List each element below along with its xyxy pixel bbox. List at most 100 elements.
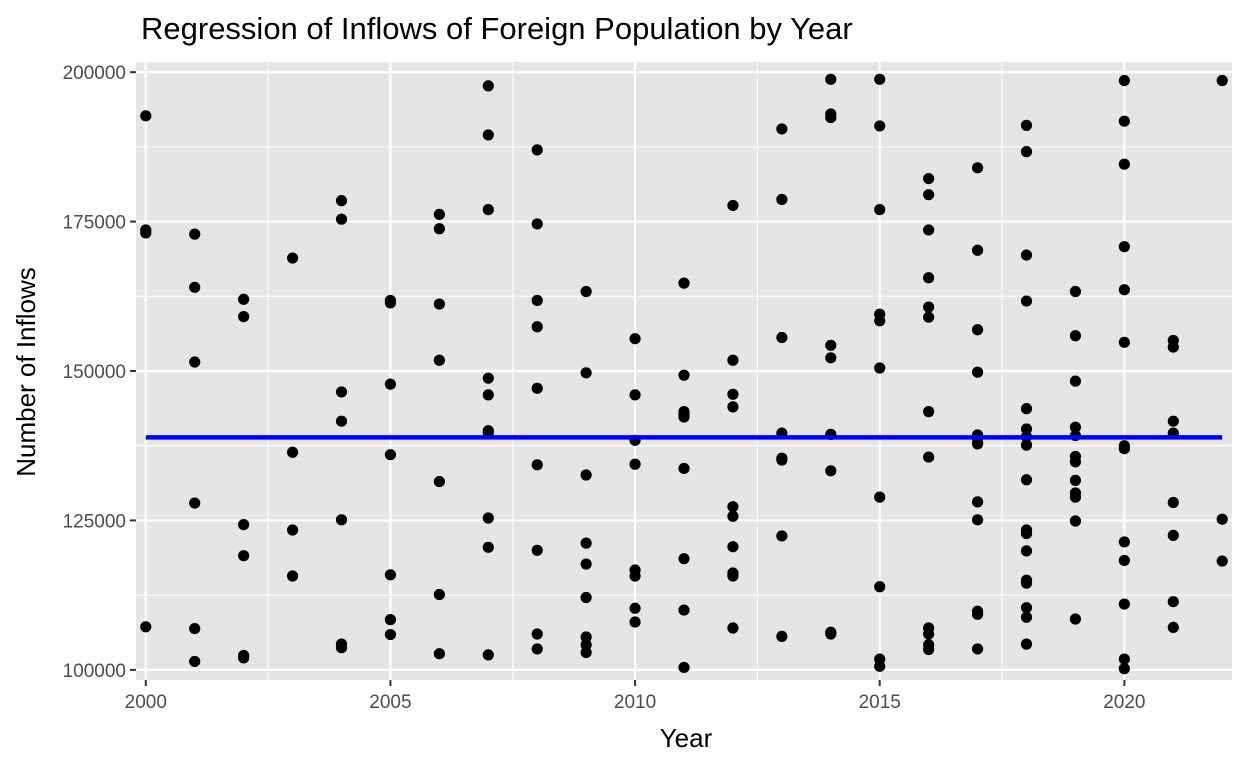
data-point (776, 193, 788, 206)
data-point (923, 224, 935, 236)
data-point (629, 389, 641, 401)
data-point (1216, 74, 1228, 87)
data-point (482, 649, 494, 661)
data-point (580, 469, 592, 481)
data-point (874, 660, 886, 672)
data-point (1118, 443, 1130, 455)
data-point (1069, 421, 1082, 433)
x-tick-label: 2005 (369, 692, 411, 713)
data-point (825, 465, 837, 477)
data-point (189, 356, 201, 368)
data-point (629, 570, 641, 582)
y-tick-label: 175000 (63, 213, 126, 234)
data-point (727, 570, 739, 582)
data-point (189, 228, 201, 240)
data-point (1118, 336, 1130, 348)
data-point (825, 628, 837, 640)
data-point (678, 411, 690, 423)
data-point (1069, 456, 1082, 468)
data-point (776, 630, 788, 642)
data-point (482, 80, 494, 92)
data-point (727, 388, 739, 400)
data-point (531, 544, 543, 556)
data-point (727, 401, 739, 413)
data-point (678, 277, 690, 289)
data-point (433, 354, 445, 366)
data-point (433, 588, 445, 601)
data-point (1167, 596, 1179, 608)
data-point (971, 643, 984, 655)
data-point (189, 622, 201, 635)
data-point (580, 367, 592, 379)
data-point (1118, 158, 1130, 170)
data-point (286, 524, 299, 536)
data-point (923, 311, 935, 323)
data-point (189, 497, 201, 509)
data-point (727, 199, 739, 212)
data-point (1167, 621, 1179, 634)
data-point (1118, 598, 1130, 610)
data-point (776, 123, 788, 135)
data-point (1020, 249, 1033, 261)
x-tick-label: 2020 (1103, 692, 1145, 713)
data-point (825, 111, 837, 124)
data-point (629, 333, 641, 345)
data-point (971, 366, 984, 378)
data-point (923, 301, 935, 313)
data-point (384, 449, 397, 461)
data-point (286, 252, 299, 264)
data-point (874, 120, 886, 132)
data-point (1069, 515, 1082, 527)
data-point (1020, 474, 1033, 486)
data-point (335, 213, 348, 225)
data-point (433, 223, 445, 235)
data-point (384, 569, 397, 581)
data-point (1069, 613, 1082, 625)
y-tick-label: 100000 (63, 661, 126, 682)
data-point (1118, 115, 1130, 127)
data-point (238, 550, 250, 562)
data-point (384, 297, 397, 309)
data-point (531, 459, 543, 471)
data-point (1118, 536, 1130, 548)
data-point (384, 628, 397, 641)
data-point (433, 298, 445, 310)
data-point (923, 172, 935, 185)
data-point (727, 622, 739, 634)
data-point (580, 537, 592, 549)
data-point (727, 354, 739, 366)
x-tick-label: 2000 (125, 692, 167, 713)
data-point (335, 514, 348, 526)
data-point (531, 643, 543, 655)
data-point (1118, 663, 1130, 675)
data-point (874, 581, 886, 593)
data-point (531, 294, 543, 307)
data-point (1167, 415, 1179, 427)
data-point (335, 642, 348, 654)
data-point (678, 369, 690, 381)
data-point (482, 512, 494, 524)
data-point (335, 195, 348, 207)
data-point (189, 281, 201, 293)
data-point (1020, 295, 1033, 307)
data-point (825, 339, 837, 351)
data-point (727, 501, 739, 513)
data-point (1020, 611, 1033, 623)
y-axis: 100000 125000 150000 175000 200000 (63, 63, 136, 682)
data-point (1020, 146, 1033, 158)
data-point (1167, 529, 1179, 541)
data-point (776, 454, 788, 466)
x-axis: 2000 2005 2010 2015 2020 (125, 680, 1145, 713)
data-point (874, 491, 886, 503)
data-point (971, 324, 984, 336)
data-point (580, 639, 592, 651)
data-point (825, 73, 837, 85)
data-point (971, 514, 984, 526)
data-point (923, 406, 935, 418)
x-axis-title: Year (660, 723, 713, 753)
data-point (874, 204, 886, 216)
data-point (776, 530, 788, 542)
data-point (140, 110, 152, 122)
data-point (1216, 513, 1228, 525)
